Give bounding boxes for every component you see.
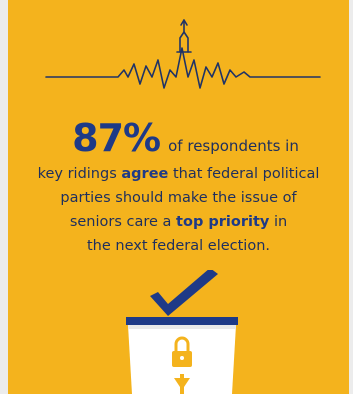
stat-block: 87% of respondents in key ridings agree … — [8, 118, 349, 258]
stat-description: key ridings agree that federal political… — [8, 162, 349, 258]
stat-value: 87% — [72, 116, 161, 160]
infographic-card: 87% of respondents in key ridings agree … — [8, 0, 349, 394]
stat-line: 87% of respondents in — [22, 118, 349, 158]
description-line-4: the next federal election. — [87, 238, 270, 254]
heartbeat-parliament-icon — [45, 19, 321, 89]
description-line-1: key ridings agree that federal political — [37, 166, 320, 182]
description-line-2: parties should make the issue of — [60, 190, 297, 206]
description-line-3: seniors care a top priority in — [69, 214, 288, 230]
ballot-box-icon — [126, 270, 238, 394]
agree-emphasis: agree — [121, 166, 169, 182]
checkmark-icon — [150, 270, 218, 316]
padlock-icon — [172, 336, 192, 367]
stat-lead: of respondents in — [168, 137, 299, 155]
top-priority-emphasis: top priority — [176, 214, 270, 230]
